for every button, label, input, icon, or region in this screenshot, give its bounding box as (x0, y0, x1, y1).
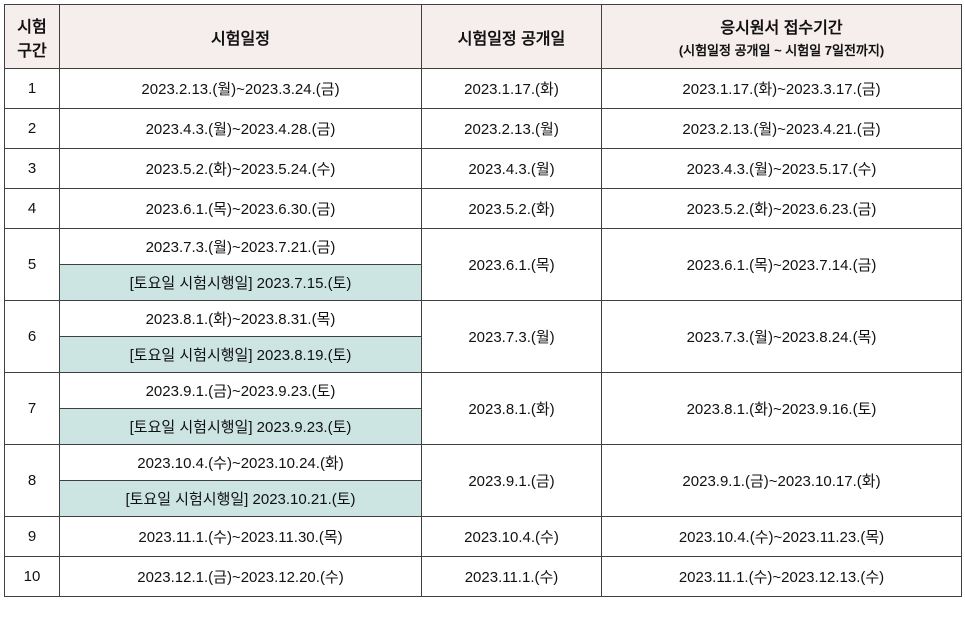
cell-apply: 2023.7.3.(월)~2023.8.24.(목) (602, 301, 962, 373)
table-row: 10 2023.12.1.(금)~2023.12.20.(수) 2023.11.… (5, 557, 962, 597)
cell-publish: 2023.9.1.(금) (422, 445, 602, 517)
header-apply-sub: (시험일정 공개일 ~ 시험일 7일전까지) (602, 40, 961, 59)
cell-publish: 2023.4.3.(월) (422, 149, 602, 189)
header-schedule: 시험일정 (60, 5, 422, 69)
cell-apply: 2023.4.3.(월)~2023.5.17.(수) (602, 149, 962, 189)
exam-schedule-table: 시험구간 시험일정 시험일정 공개일 응시원서 접수기간 (시험일정 공개일 ~… (4, 4, 962, 597)
table-row: 3 2023.5.2.(화)~2023.5.24.(수) 2023.4.3.(월… (5, 149, 962, 189)
table-row: 2 2023.4.3.(월)~2023.4.28.(금) 2023.2.13.(… (5, 109, 962, 149)
cell-section: 2 (5, 109, 60, 149)
header-schedule-text: 시험일정 (211, 31, 270, 48)
cell-schedule: 2023.2.13.(월)~2023.3.24.(금) (60, 69, 422, 109)
cell-schedule: 2023.11.1.(수)~2023.11.30.(목) (60, 517, 422, 557)
cell-publish: 2023.5.2.(화) (422, 189, 602, 229)
table-row: 7 2023.9.1.(금)~2023.9.23.(토) 2023.8.1.(화… (5, 373, 962, 409)
cell-section: 6 (5, 301, 60, 373)
header-apply: 응시원서 접수기간 (시험일정 공개일 ~ 시험일 7일전까지) (602, 5, 962, 69)
table-row: 9 2023.11.1.(수)~2023.11.30.(목) 2023.10.4… (5, 517, 962, 557)
cell-schedule: 2023.7.3.(월)~2023.7.21.(금) (60, 229, 422, 265)
cell-apply: 2023.11.1.(수)~2023.12.13.(수) (602, 557, 962, 597)
header-apply-main: 응시원서 접수기간 (720, 20, 842, 37)
cell-schedule: 2023.9.1.(금)~2023.9.23.(토) (60, 373, 422, 409)
cell-apply: 2023.1.17.(화)~2023.3.17.(금) (602, 69, 962, 109)
cell-apply: 2023.9.1.(금)~2023.10.17.(화) (602, 445, 962, 517)
cell-schedule: 2023.10.4.(수)~2023.10.24.(화) (60, 445, 422, 481)
cell-saturday: [토요일 시험시행일] 2023.8.19.(토) (60, 337, 422, 373)
cell-apply: 2023.8.1.(화)~2023.9.16.(토) (602, 373, 962, 445)
cell-apply: 2023.2.13.(월)~2023.4.21.(금) (602, 109, 962, 149)
table-header-row: 시험구간 시험일정 시험일정 공개일 응시원서 접수기간 (시험일정 공개일 ~… (5, 5, 962, 69)
cell-section: 9 (5, 517, 60, 557)
cell-apply: 2023.5.2.(화)~2023.6.23.(금) (602, 189, 962, 229)
cell-saturday: [토요일 시험시행일] 2023.7.15.(토) (60, 265, 422, 301)
cell-section: 8 (5, 445, 60, 517)
cell-apply: 2023.10.4.(수)~2023.11.23.(목) (602, 517, 962, 557)
cell-publish: 2023.11.1.(수) (422, 557, 602, 597)
cell-saturday: [토요일 시험시행일] 2023.10.21.(토) (60, 481, 422, 517)
cell-publish: 2023.8.1.(화) (422, 373, 602, 445)
cell-publish: 2023.7.3.(월) (422, 301, 602, 373)
cell-schedule: 2023.6.1.(목)~2023.6.30.(금) (60, 189, 422, 229)
cell-schedule: 2023.12.1.(금)~2023.12.20.(수) (60, 557, 422, 597)
cell-saturday: [토요일 시험시행일] 2023.9.23.(토) (60, 409, 422, 445)
table-row: 1 2023.2.13.(월)~2023.3.24.(금) 2023.1.17.… (5, 69, 962, 109)
header-publish-text: 시험일정 공개일 (458, 31, 566, 48)
cell-section: 5 (5, 229, 60, 301)
cell-section: 10 (5, 557, 60, 597)
cell-section: 3 (5, 149, 60, 189)
header-section-text: 시험구간 (17, 19, 46, 60)
cell-section: 1 (5, 69, 60, 109)
cell-schedule: 2023.5.2.(화)~2023.5.24.(수) (60, 149, 422, 189)
cell-publish: 2023.1.17.(화) (422, 69, 602, 109)
cell-publish: 2023.6.1.(목) (422, 229, 602, 301)
cell-apply: 2023.6.1.(목)~2023.7.14.(금) (602, 229, 962, 301)
table-row: 4 2023.6.1.(목)~2023.6.30.(금) 2023.5.2.(화… (5, 189, 962, 229)
header-section: 시험구간 (5, 5, 60, 69)
cell-section: 7 (5, 373, 60, 445)
table-body: 1 2023.2.13.(월)~2023.3.24.(금) 2023.1.17.… (5, 69, 962, 597)
cell-publish: 2023.2.13.(월) (422, 109, 602, 149)
cell-schedule: 2023.4.3.(월)~2023.4.28.(금) (60, 109, 422, 149)
cell-section: 4 (5, 189, 60, 229)
table-row: 8 2023.10.4.(수)~2023.10.24.(화) 2023.9.1.… (5, 445, 962, 481)
table-row: 6 2023.8.1.(화)~2023.8.31.(목) 2023.7.3.(월… (5, 301, 962, 337)
cell-schedule: 2023.8.1.(화)~2023.8.31.(목) (60, 301, 422, 337)
cell-publish: 2023.10.4.(수) (422, 517, 602, 557)
header-publish: 시험일정 공개일 (422, 5, 602, 69)
table-row: 5 2023.7.3.(월)~2023.7.21.(금) 2023.6.1.(목… (5, 229, 962, 265)
